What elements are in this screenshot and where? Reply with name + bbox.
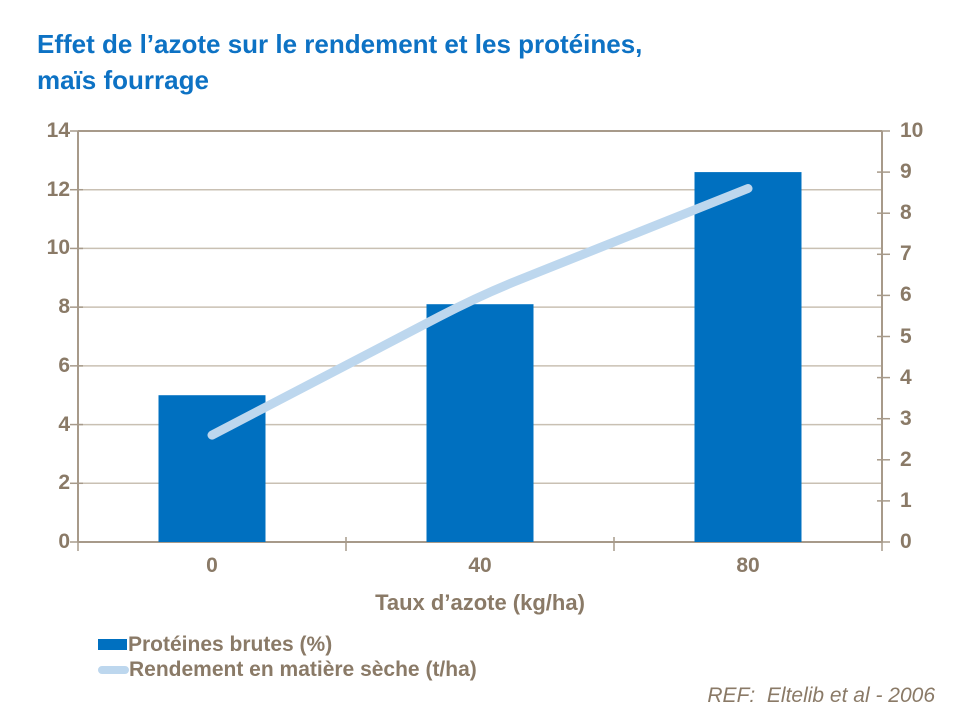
bar-proteines-40 (426, 304, 534, 542)
left-axis-tick-label: 10 (46, 236, 70, 260)
left-axis-tick-label: 4 (58, 412, 70, 436)
bar-proteines-80 (694, 172, 802, 542)
legend-item-bar-series: Protéines brutes (%) (98, 632, 477, 657)
bar-series-swatch-icon (98, 639, 127, 650)
right-axis-tick-label: 0 (900, 530, 912, 553)
legend-label-line-series: Rendement en matière sèche (t/ha) (129, 657, 477, 681)
right-axis-tick-label: 5 (900, 324, 912, 348)
right-axis-tick-label: 9 (900, 160, 912, 184)
chart-title-line1: Effet de l’azote sur le rendement et les… (37, 29, 643, 59)
left-axis-tick-label: 14 (46, 119, 70, 142)
right-axis-tick-label: 4 (900, 365, 912, 389)
right-axis-tick-label: 8 (900, 201, 912, 225)
line-series-swatch-icon (98, 665, 129, 674)
plot-area (70, 130, 890, 551)
x-axis-title: Taux d’azote (kg/ha) (375, 590, 585, 615)
legend: Protéines brutes (%) Rendement en matièr… (98, 632, 477, 682)
left-axis-tick-label: 12 (46, 177, 70, 201)
left-axis-tick-label: 8 (58, 295, 70, 319)
chart-title-line2: maïs fourrage (37, 65, 209, 95)
right-axis-tick-label: 1 (900, 488, 912, 512)
right-axis-tick-label: 10 (900, 119, 924, 142)
reference-citation: REF: Eltelib et al - 2006 (707, 684, 935, 707)
right-axis-tick-label: 2 (900, 447, 912, 471)
legend-label-bar-series: Protéines brutes (%) (128, 632, 333, 656)
line-rendement (207, 184, 753, 440)
left-axis-tick-label: 2 (58, 471, 70, 495)
left-axis-tick-label: 0 (58, 530, 70, 553)
right-axis-tick-label: 6 (900, 283, 912, 307)
x-axis-category-label: 0 (206, 554, 218, 577)
x-axis-category-label: 80 (736, 554, 760, 577)
x-axis-category-label: 40 (468, 554, 492, 577)
left-axis-tick-label: 6 (58, 353, 70, 377)
chart-canvas (70, 130, 890, 551)
right-axis-tick-label: 7 (900, 242, 912, 266)
legend-item-line-series: Rendement en matière sèche (t/ha) (98, 657, 477, 682)
chart-title: Effet de l’azote sur le rendement et les… (37, 26, 897, 98)
right-axis-tick-label: 3 (900, 406, 912, 430)
